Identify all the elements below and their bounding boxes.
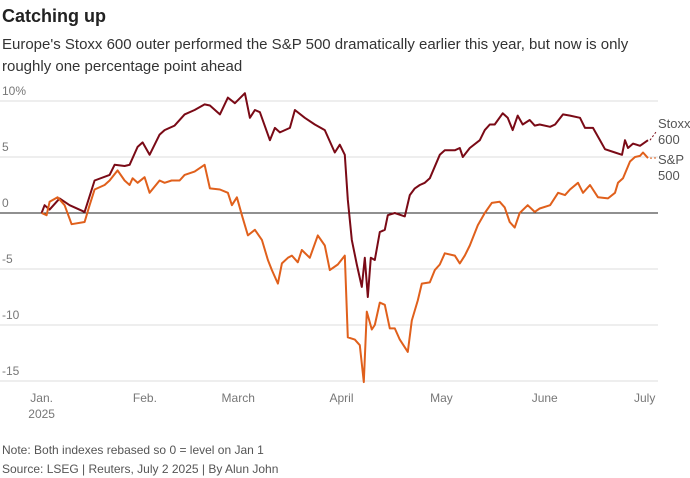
x-tick-label: Feb. <box>133 391 157 405</box>
y-tick-label: 0 <box>2 196 9 210</box>
legend-label: S&P 500 <box>658 152 684 183</box>
x-tick-label: April <box>329 391 353 405</box>
y-tick-label: 5 <box>2 140 9 154</box>
y-tick-label: 10% <box>2 84 26 98</box>
legend-label: Stoxx 600 <box>658 116 690 147</box>
y-tick-label: -5 <box>2 252 13 266</box>
y-tick-label: -10 <box>2 308 20 322</box>
x-tick-label: July <box>634 391 655 405</box>
chart-subtitle: Europe's Stoxx 600 outer performed the S… <box>2 36 629 53</box>
series-line <box>40 92 649 298</box>
series-line <box>41 151 649 384</box>
x-tick-label: Jan. 2025 <box>28 391 55 421</box>
legend-connector <box>649 131 657 141</box>
source: Source: LSEG | Reuters, July 2 2025 | By… <box>2 462 278 476</box>
note: Note: Both indexes rebased so 0 = level … <box>2 443 264 457</box>
x-tick-label: June <box>532 391 558 405</box>
chart-title: Catching up <box>2 6 106 26</box>
x-tick-label: March <box>222 391 255 405</box>
chart-subtitle: roughly one percentage point ahead <box>2 58 242 75</box>
y-tick-label: -15 <box>2 364 20 378</box>
x-tick-label: May <box>430 391 453 405</box>
